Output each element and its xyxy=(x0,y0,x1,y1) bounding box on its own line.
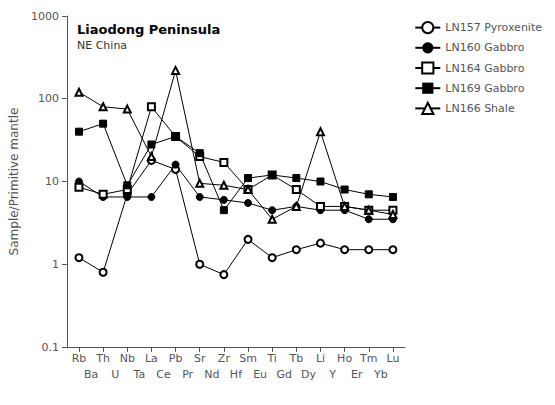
svg-text:Sm: Sm xyxy=(239,352,257,365)
svg-text:Lu: Lu xyxy=(386,352,399,365)
svg-text:LN169 Gabbro: LN169 Gabbro xyxy=(445,82,524,95)
svg-text:Y: Y xyxy=(328,368,336,381)
svg-text:Sr: Sr xyxy=(194,352,206,365)
svg-text:Li: Li xyxy=(316,352,325,365)
svg-text:Tb: Tb xyxy=(288,352,303,365)
svg-text:Nb: Nb xyxy=(120,352,135,365)
svg-text:Tm: Tm xyxy=(359,352,377,365)
svg-text:1000: 1000 xyxy=(31,10,59,23)
svg-text:LN166 Shale: LN166 Shale xyxy=(445,102,515,115)
svg-text:Liaodong Peninsula: Liaodong Peninsula xyxy=(77,22,220,37)
svg-text:NE China: NE China xyxy=(77,39,127,52)
svg-text:Pr: Pr xyxy=(182,368,193,381)
svg-text:Nd: Nd xyxy=(204,368,219,381)
svg-text:Ho: Ho xyxy=(337,352,352,365)
svg-text:Ta: Ta xyxy=(133,368,146,381)
svg-text:Rb: Rb xyxy=(72,352,87,365)
svg-text:Hf: Hf xyxy=(230,368,243,381)
svg-text:Er: Er xyxy=(351,368,363,381)
svg-text:Ti: Ti xyxy=(266,352,276,365)
svg-text:Th: Th xyxy=(95,352,110,365)
svg-text:La: La xyxy=(145,352,158,365)
svg-text:LN164 Gabbro: LN164 Gabbro xyxy=(445,62,524,75)
svg-text:Zr: Zr xyxy=(218,352,231,365)
svg-text:LN160 Gabbro: LN160 Gabbro xyxy=(445,41,524,54)
svg-text:1: 1 xyxy=(52,258,59,271)
svg-text:100: 100 xyxy=(38,92,59,105)
svg-text:10: 10 xyxy=(45,175,59,188)
svg-text:Gd: Gd xyxy=(276,368,292,381)
svg-text:Ba: Ba xyxy=(84,368,98,381)
svg-text:Dy: Dy xyxy=(301,368,316,381)
svg-text:Sample/Primitive mantle: Sample/Primitive mantle xyxy=(7,108,21,256)
svg-text:Yb: Yb xyxy=(373,368,388,381)
svg-text:U: U xyxy=(111,368,119,381)
svg-text:0.1: 0.1 xyxy=(41,341,59,354)
svg-text:Pb: Pb xyxy=(169,352,183,365)
svg-text:LN157 Pyroxenite: LN157 Pyroxenite xyxy=(445,21,542,34)
svg-text:Eu: Eu xyxy=(253,368,267,381)
svg-text:Ce: Ce xyxy=(156,368,171,381)
